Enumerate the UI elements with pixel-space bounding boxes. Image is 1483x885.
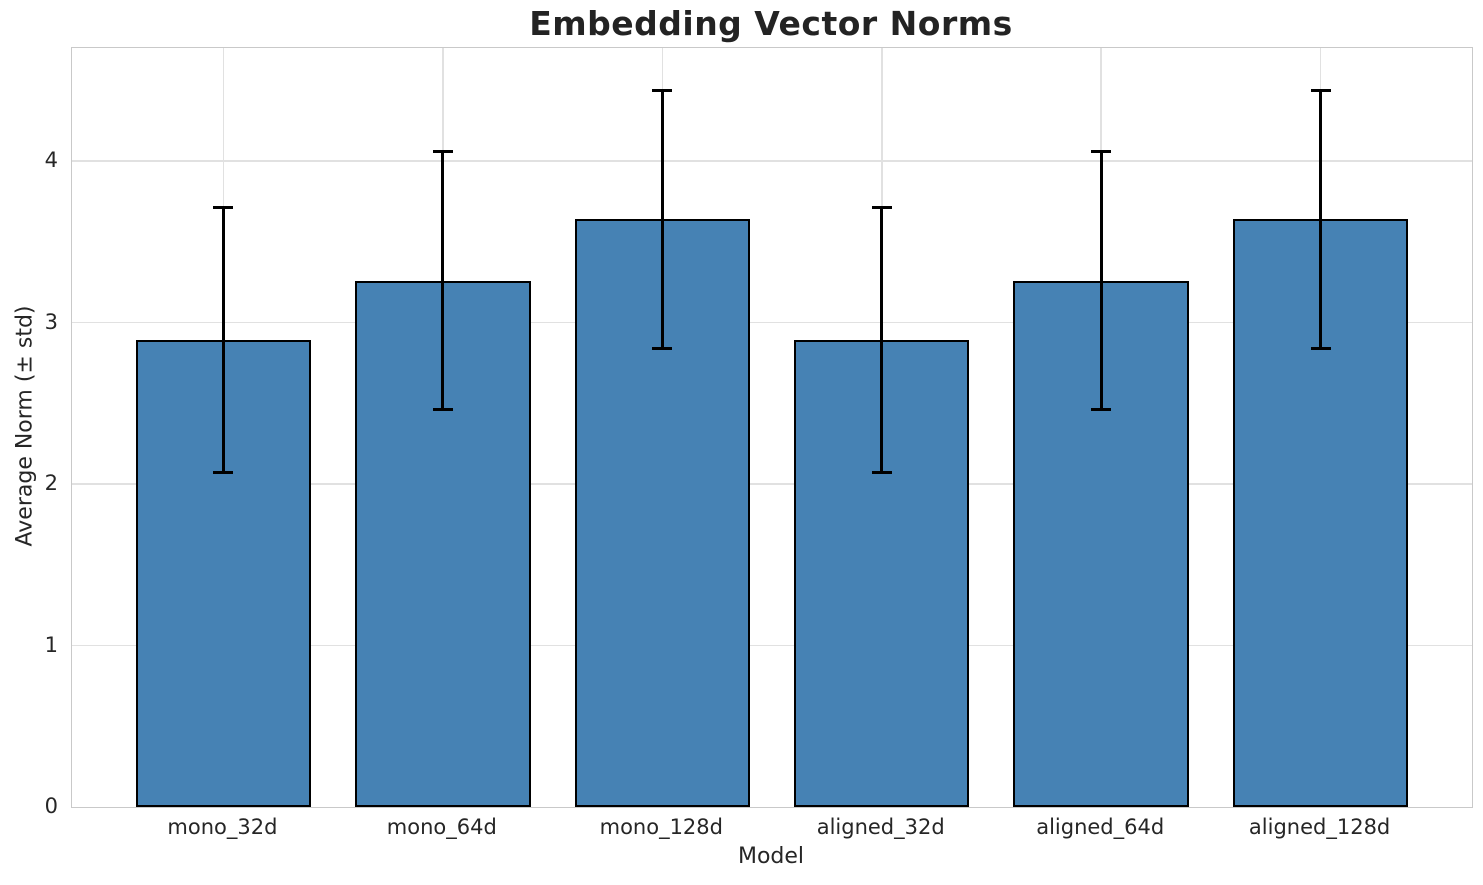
x-tick-label: mono_32d bbox=[167, 815, 278, 839]
error-bar-cap-bottom bbox=[871, 471, 892, 475]
horizontal-gridline bbox=[72, 644, 1472, 647]
error-bar-cap-top bbox=[213, 206, 234, 210]
horizontal-gridline bbox=[72, 160, 1472, 162]
error-bar-cap-top bbox=[1091, 149, 1112, 153]
error-bar-line bbox=[1099, 151, 1103, 410]
error-bar-cap-bottom bbox=[213, 471, 234, 475]
plot-area bbox=[71, 47, 1473, 808]
x-axis-label: Model bbox=[737, 844, 805, 869]
error-bar-line bbox=[660, 90, 664, 349]
y-tick-label: 3 bbox=[44, 309, 58, 334]
horizontal-gridline bbox=[72, 483, 1472, 485]
y-tick-label: 0 bbox=[44, 794, 58, 818]
error-bar-line bbox=[880, 207, 884, 473]
chart-title: Embedding Vector Norms bbox=[529, 4, 1013, 43]
y-tick-label: 2 bbox=[44, 471, 58, 495]
bar-aligned_32d bbox=[793, 340, 970, 807]
error-bar-line bbox=[441, 151, 445, 410]
error-bar-cap-top bbox=[432, 149, 453, 153]
error-bar-cap-top bbox=[1310, 88, 1331, 92]
x-tick-label: aligned_32d bbox=[816, 815, 945, 839]
y-axis-label: Average Norm (± std) bbox=[12, 305, 38, 547]
bar-aligned_128d bbox=[1232, 219, 1409, 807]
error-bar-cap-bottom bbox=[432, 408, 453, 412]
y-tick-label: 4 bbox=[44, 148, 58, 172]
error-bar-cap-bottom bbox=[1310, 346, 1331, 350]
error-bar-cap-bottom bbox=[652, 346, 673, 350]
error-bar-cap-top bbox=[652, 88, 673, 92]
horizontal-gridline bbox=[72, 321, 1472, 324]
x-tick-label: mono_128d bbox=[599, 815, 723, 839]
error-bar-line bbox=[221, 207, 225, 473]
error-bar-cap-bottom bbox=[1091, 408, 1112, 412]
error-bar-cap-top bbox=[871, 206, 892, 210]
x-tick-label: aligned_64d bbox=[1036, 815, 1165, 839]
x-tick-label: mono_64d bbox=[386, 815, 497, 839]
error-bar-line bbox=[1319, 90, 1323, 349]
y-tick-label: 1 bbox=[44, 632, 58, 657]
x-tick-label: aligned_128d bbox=[1248, 815, 1391, 839]
